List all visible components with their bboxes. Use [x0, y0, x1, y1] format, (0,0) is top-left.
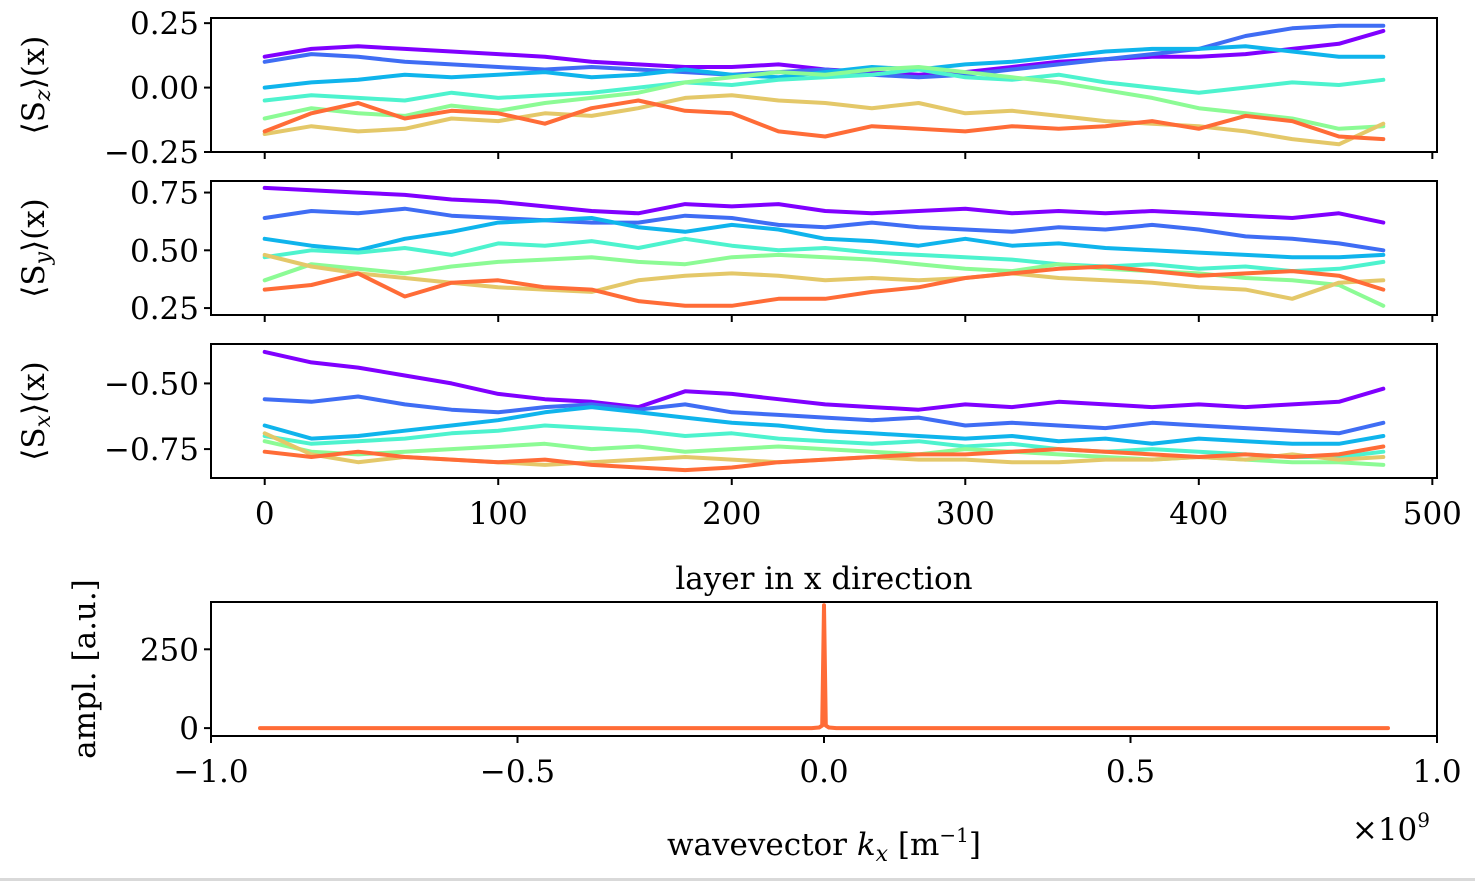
panel-fft-xtick-label: 0.5 [1106, 754, 1155, 790]
panel-sz-ytick-label: 0.25 [130, 6, 199, 42]
panel-sy-series-0 [262, 185, 1386, 225]
panel-fft: 250 0 −1.0 −0.5 0.0 0.5 1.0 ampl. [a.u.] wave… [67, 579, 1462, 867]
panel-sx-series-3 [262, 423, 1386, 459]
panel-sz-series-3 [262, 67, 1386, 103]
panel-fft-ylabel: ampl. [a.u.] [67, 579, 103, 759]
panel-sy-series-3 [262, 236, 1386, 274]
panel-fft-series-0 [258, 603, 1390, 731]
panel-sy-series-1 [262, 206, 1386, 253]
panel-sz-ylabel: ⟨Sz⟩(x) [16, 36, 56, 135]
panel-fft-xtick-label: 1.0 [1412, 754, 1461, 790]
panel-sz-frame [210, 17, 1438, 153]
panel-sy-series-4 [262, 252, 1386, 308]
panel-fft-lines [258, 603, 1390, 731]
panel-sz-ytick-label: −0.25 [104, 135, 199, 171]
panel-fft-offset-text: ×109 [1352, 808, 1430, 848]
panel-sy-frame [210, 180, 1438, 316]
panel-sy-series-2 [262, 216, 1386, 260]
panel-sz-y-axis: 0.25 0.00 −0.25 [104, 6, 211, 171]
panel-fft-ytick-label: 0 [179, 711, 199, 747]
panel-sx-series-2 [262, 405, 1386, 446]
panel-sx-series-6 [262, 444, 1386, 473]
panel-sx-series-0 [262, 349, 1386, 412]
panel-fft-xtick-label: 0.0 [799, 754, 848, 790]
panel-sy-ytick-label: 0.75 [130, 176, 199, 212]
panel-sy-ylabel: ⟨Sy⟩(x) [16, 198, 56, 298]
panel-sx-series-1 [262, 394, 1386, 436]
panel-sx-frame [210, 343, 1438, 479]
panel-sx-ytick-label: −0.50 [104, 366, 199, 402]
panel-sz-series-6 [262, 98, 1386, 142]
panel-sz-x-ticks [263, 152, 1434, 159]
panel-sx-ylabel: ⟨Sx⟩(x) [16, 361, 56, 461]
panel-sx-xtick-label: 0 [255, 496, 275, 532]
panel-sx-xtick-label: 200 [702, 496, 761, 532]
panel-sx: −0.50 −0.75 0 100 200 300 400 500 ⟨Sx⟩(x) laye… [16, 343, 1462, 597]
panel-sx-lines [262, 349, 1386, 473]
panel-sy: 0.75 0.50 0.25 ⟨Sy⟩(x) [16, 176, 1438, 327]
panel-fft-x-axis: −1.0 −0.5 0.0 0.5 1.0 [173, 736, 1462, 790]
panel-sx-ytick-label: −0.75 [104, 432, 199, 468]
panel-sz-series-2 [262, 44, 1386, 90]
panel-sy-series-6 [262, 264, 1386, 308]
panel-sx-xtick-label: 300 [936, 496, 995, 532]
panel-fft-ytick-label: 250 [140, 632, 199, 668]
panel-sy-ytick-label: 0.25 [130, 291, 199, 327]
panel-sx-xtick-label: 100 [469, 496, 528, 532]
bottom-divider [0, 878, 1475, 881]
panel-sx-xtick-label: 400 [1169, 496, 1228, 532]
panel-sy-x-ticks [263, 315, 1434, 322]
panel-fft-xtick-label: −0.5 [480, 754, 555, 790]
panel-sz-ytick-label: 0.00 [130, 71, 199, 107]
panel-sz: 0.25 0.00 −0.25 ⟨Sz⟩(x) [16, 6, 1438, 171]
panel-sy-lines [262, 185, 1386, 308]
panel-fft-y-axis: 250 0 [140, 632, 211, 747]
panel-sx-xlabel: layer in x direction [675, 561, 972, 597]
panel-sy-ytick-label: 0.50 [130, 233, 199, 269]
panel-sx-xtick-label: 500 [1403, 496, 1462, 532]
panel-sz-series-4 [262, 65, 1386, 131]
panel-fft-xtick-label: −1.0 [173, 754, 248, 790]
panel-sx-y-axis: −0.50 −0.75 [104, 366, 211, 468]
panel-sx-x-axis: 0 100 200 300 400 500 [255, 478, 1462, 532]
panel-sz-series-5 [262, 93, 1386, 147]
panel-sy-y-axis: 0.75 0.50 0.25 [130, 176, 211, 327]
panel-fft-xlabel: wavevector kx [m−1] [667, 823, 981, 867]
panel-sz-lines [262, 23, 1386, 147]
